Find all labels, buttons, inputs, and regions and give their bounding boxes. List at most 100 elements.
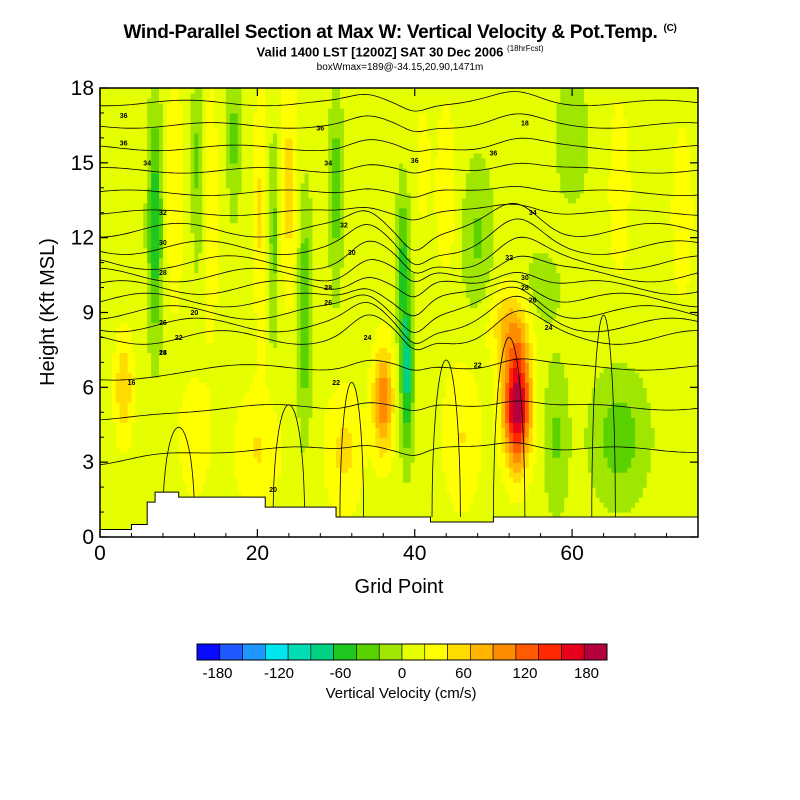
field-cell bbox=[210, 257, 215, 264]
field-cell bbox=[198, 242, 203, 249]
field-cell bbox=[139, 297, 144, 304]
field-cell bbox=[245, 187, 251, 194]
field-cell bbox=[151, 92, 156, 99]
field-cell bbox=[100, 467, 105, 473]
field-cell bbox=[261, 337, 266, 344]
field-cell bbox=[190, 377, 196, 383]
field-cell bbox=[198, 157, 203, 164]
field-cell bbox=[147, 422, 152, 428]
field-cell bbox=[202, 207, 207, 214]
field-cell bbox=[103, 482, 109, 488]
field-cell bbox=[151, 172, 156, 179]
field-cell bbox=[308, 112, 314, 119]
field-cell bbox=[159, 397, 164, 403]
field-cell bbox=[107, 257, 113, 264]
field-cell bbox=[288, 252, 294, 259]
field-cell bbox=[111, 197, 117, 204]
field-cell bbox=[111, 422, 117, 428]
field-cell bbox=[210, 327, 215, 334]
field-cell bbox=[198, 447, 203, 453]
field-cell bbox=[214, 182, 219, 189]
field-cell bbox=[280, 212, 286, 219]
field-cell bbox=[265, 497, 270, 503]
field-cell bbox=[249, 312, 255, 319]
field-cell bbox=[206, 122, 211, 129]
field-cell bbox=[170, 267, 176, 274]
field-cell bbox=[214, 412, 219, 418]
field-cell bbox=[100, 292, 105, 299]
field-cell bbox=[253, 277, 258, 284]
field-cell bbox=[131, 292, 136, 299]
field-cell bbox=[166, 447, 172, 453]
field-cell bbox=[221, 467, 227, 473]
field-cell bbox=[119, 517, 125, 523]
field-cell bbox=[241, 107, 247, 114]
field-cell bbox=[241, 327, 247, 334]
field-cell bbox=[206, 88, 211, 94]
field-cell bbox=[186, 357, 192, 363]
field-cell bbox=[308, 317, 314, 324]
field-cell bbox=[261, 177, 266, 184]
field-cell bbox=[218, 367, 223, 373]
field-cell bbox=[135, 337, 140, 344]
field-cell bbox=[280, 257, 286, 264]
field-cell bbox=[312, 442, 317, 448]
field-cell bbox=[257, 277, 262, 284]
field-cell bbox=[221, 402, 227, 408]
field-cell bbox=[221, 432, 227, 438]
field-cell bbox=[100, 512, 105, 518]
field-cell bbox=[115, 237, 121, 244]
field-cell bbox=[280, 317, 286, 324]
field-cell bbox=[241, 132, 247, 139]
field-cell bbox=[190, 487, 196, 493]
field-cell bbox=[123, 347, 129, 354]
field-cell bbox=[119, 142, 125, 149]
field-cell bbox=[182, 302, 188, 309]
field-cell bbox=[159, 112, 164, 119]
field-cell bbox=[261, 447, 266, 453]
field-cell bbox=[300, 182, 306, 189]
field-cell bbox=[277, 102, 282, 109]
field-cell bbox=[178, 282, 184, 289]
field-cell bbox=[253, 282, 258, 289]
field-cell bbox=[280, 107, 286, 114]
field-cell bbox=[139, 362, 144, 368]
field-cell bbox=[174, 447, 180, 453]
field-cell bbox=[127, 307, 133, 314]
field-cell bbox=[159, 337, 164, 344]
field-cell bbox=[159, 292, 164, 299]
field-cell bbox=[237, 177, 243, 184]
field-cell bbox=[280, 392, 286, 398]
field-cell bbox=[296, 172, 302, 179]
field-cell bbox=[194, 412, 199, 418]
field-cell bbox=[190, 342, 196, 349]
field-cell bbox=[198, 267, 203, 274]
field-cell bbox=[288, 477, 294, 483]
field-cell bbox=[100, 262, 105, 269]
field-cell bbox=[202, 162, 207, 169]
field-cell bbox=[284, 232, 290, 239]
field-cell bbox=[174, 97, 180, 104]
field-cell bbox=[233, 487, 239, 493]
field-cell bbox=[147, 257, 152, 264]
field-cell bbox=[214, 242, 219, 249]
field-cell bbox=[261, 257, 266, 264]
field-cell bbox=[127, 127, 133, 134]
field-cell bbox=[245, 287, 251, 294]
field-cell bbox=[166, 102, 172, 109]
velocity-field bbox=[100, 88, 698, 537]
field-cell bbox=[265, 267, 270, 274]
field-cell bbox=[296, 88, 302, 94]
field-cell bbox=[103, 267, 109, 274]
field-cell bbox=[249, 417, 255, 423]
field-cell bbox=[273, 427, 278, 433]
field-cell bbox=[115, 477, 121, 483]
field-cell bbox=[214, 88, 219, 94]
field-cell bbox=[139, 457, 144, 463]
field-cell bbox=[261, 117, 266, 124]
field-cell bbox=[103, 332, 109, 339]
field-cell bbox=[127, 102, 133, 109]
field-cell bbox=[210, 167, 215, 174]
field-cell bbox=[253, 327, 258, 334]
